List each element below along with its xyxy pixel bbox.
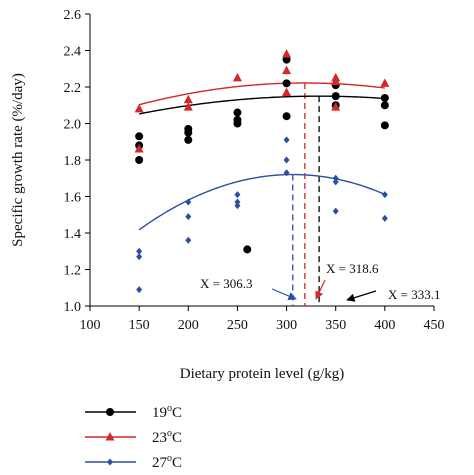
data-point bbox=[136, 286, 143, 294]
data-point bbox=[183, 102, 193, 111]
data-point bbox=[381, 214, 388, 222]
data-point bbox=[332, 174, 339, 182]
y-tick-label: 1.6 bbox=[64, 191, 82, 206]
optimum-label: X = 318.6 bbox=[326, 261, 379, 276]
optimum-arrow bbox=[315, 279, 326, 300]
data-point bbox=[381, 191, 388, 199]
x-tick-label: 250 bbox=[227, 318, 248, 333]
data-point bbox=[282, 79, 291, 88]
x-tick-label: 400 bbox=[374, 318, 395, 333]
legend-marker bbox=[107, 458, 113, 466]
data-point bbox=[136, 247, 143, 255]
y-tick-label: 2.2 bbox=[64, 81, 82, 96]
data-point bbox=[332, 207, 339, 215]
data-point bbox=[380, 93, 389, 102]
data-point bbox=[380, 121, 389, 130]
y-tick-label: 1.8 bbox=[64, 154, 82, 169]
optimum-arrow bbox=[346, 290, 377, 302]
y-axis-ticks: 1.0 1.2 1.4 1.6 1.8 2.0 2.2 2.4 2.6 bbox=[64, 8, 90, 315]
data-point bbox=[134, 144, 144, 153]
x-tick-label: 450 bbox=[424, 318, 445, 333]
data-point bbox=[136, 253, 143, 261]
data-point bbox=[185, 236, 192, 244]
data-point bbox=[332, 178, 339, 186]
data-points bbox=[134, 49, 390, 294]
data-point bbox=[185, 213, 192, 221]
data-point bbox=[331, 102, 341, 111]
data-point bbox=[233, 108, 242, 117]
data-point bbox=[183, 94, 193, 104]
data-point bbox=[283, 169, 290, 177]
y-tick-label: 2.6 bbox=[64, 8, 82, 23]
data-point bbox=[234, 191, 241, 199]
y-tick-label: 1.4 bbox=[64, 227, 82, 242]
data-point bbox=[243, 245, 252, 254]
data-point bbox=[282, 87, 292, 96]
legend: 19oC 23oC 27oC bbox=[85, 403, 182, 471]
data-point bbox=[282, 49, 292, 58]
fit-curves bbox=[138, 82, 386, 231]
legend-marker bbox=[105, 432, 115, 441]
data-point bbox=[380, 78, 390, 87]
data-point bbox=[135, 156, 144, 164]
data-point bbox=[282, 112, 291, 121]
legend-marker bbox=[106, 408, 114, 416]
fit-curve bbox=[138, 173, 386, 231]
data-point bbox=[331, 92, 340, 101]
x-tick-label: 150 bbox=[129, 318, 150, 333]
legend-label: 27oC bbox=[152, 453, 182, 471]
data-point bbox=[234, 198, 241, 206]
data-point bbox=[233, 119, 242, 128]
data-point bbox=[134, 103, 144, 113]
fit-curve bbox=[139, 95, 385, 115]
data-point bbox=[283, 136, 290, 144]
x-tick-label: 200 bbox=[178, 318, 199, 333]
optimum-label: X = 306.3 bbox=[200, 276, 252, 291]
optimum-annotations: X = 333.1 X = 318.6 X = 306.3 bbox=[200, 261, 440, 302]
data-point bbox=[283, 156, 290, 164]
x-axis-label: Dietary protein level (g/kg) bbox=[180, 366, 345, 382]
y-tick-label: 2.0 bbox=[64, 118, 82, 133]
legend-label: 19oC bbox=[152, 403, 182, 421]
data-point bbox=[380, 101, 389, 110]
legend-label: 23oC bbox=[152, 428, 182, 446]
data-point bbox=[232, 72, 242, 82]
data-point bbox=[184, 135, 193, 144]
optimum-label: X = 333.1 bbox=[388, 287, 440, 302]
y-tick-label: 2.4 bbox=[64, 45, 82, 60]
optimum-guides bbox=[292, 82, 320, 306]
data-point bbox=[135, 132, 144, 141]
data-point bbox=[184, 128, 193, 137]
optimum-arrow bbox=[271, 288, 297, 300]
data-point bbox=[282, 65, 292, 75]
y-tick-label: 1.0 bbox=[64, 300, 82, 315]
data-point bbox=[185, 198, 192, 206]
data-point bbox=[331, 76, 341, 86]
x-tick-label: 350 bbox=[325, 318, 346, 333]
x-axis-ticks: 100 150 200 250 300 350 400 450 bbox=[80, 306, 445, 333]
y-tick-label: 1.2 bbox=[64, 264, 82, 279]
x-tick-label: 300 bbox=[276, 318, 297, 333]
fit-curve bbox=[138, 82, 385, 106]
data-point bbox=[234, 202, 241, 210]
x-tick-label: 100 bbox=[80, 318, 101, 333]
y-axis-label: Specific growth rate (%/day) bbox=[10, 73, 26, 247]
